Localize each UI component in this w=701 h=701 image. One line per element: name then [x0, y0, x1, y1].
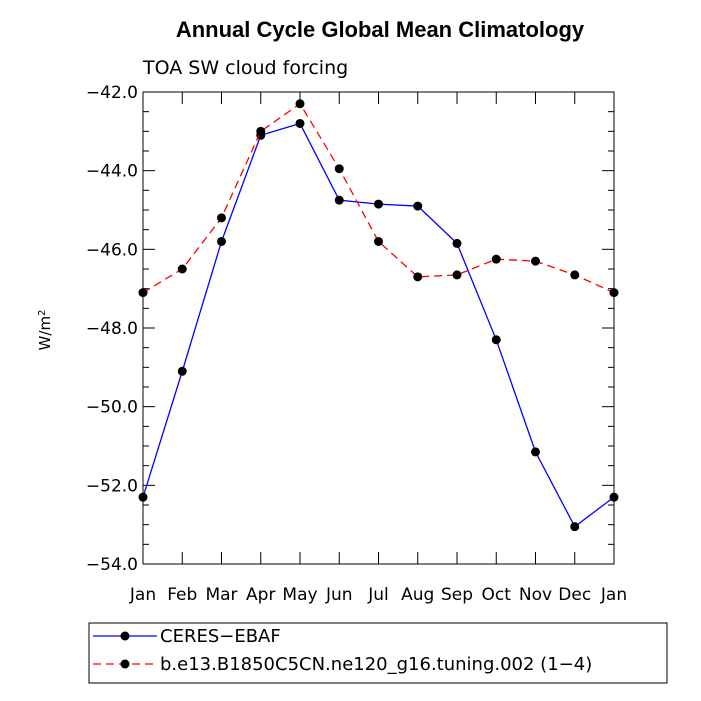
chart-subtitle: TOA SW cloud forcing	[142, 57, 348, 79]
x-tick-label: Jan	[129, 585, 156, 605]
series-1-point	[413, 272, 423, 282]
series-line-0	[142, 122, 615, 528]
x-tick-label: Aug	[401, 585, 434, 605]
series-1-point	[374, 236, 383, 246]
y-tick-label: −46.0	[86, 240, 138, 260]
series-0-point	[452, 238, 462, 248]
y-tick-label: −54.0	[86, 555, 138, 575]
series-1-point	[256, 126, 266, 136]
series-0-point	[217, 236, 226, 246]
x-tick-label: Jun	[325, 585, 353, 605]
series-1-point	[334, 164, 344, 174]
y-tick-label: −44.0	[86, 162, 138, 182]
x-tick-label: Mar	[205, 585, 237, 605]
axis-ticks: Jan Feb Mar Apr May Jun Jul Aug Sep Oct Nov Dec Jan −…	[86, 83, 627, 605]
series-0-point	[570, 522, 580, 532]
x-tick-label: Nov	[519, 585, 552, 605]
x-tick-label: May	[282, 585, 317, 605]
series-0-point	[295, 118, 305, 128]
legend-label-1: b.e13.B1850C5CN.ne120_g16.tuning.002 (1−…	[160, 654, 592, 675]
series-0-point	[491, 335, 501, 345]
series-1-point	[295, 99, 305, 109]
series-line-1	[142, 102, 615, 294]
series-0-point	[334, 195, 344, 205]
legend-marker-0	[120, 631, 130, 641]
series-0-point	[177, 366, 187, 376]
x-tick-label: Sep	[441, 585, 473, 605]
series-layer	[138, 99, 619, 532]
series-0-point	[374, 199, 383, 209]
series-1-point	[452, 270, 462, 280]
chart-title: Annual Cycle Global Mean Climatology	[176, 17, 585, 42]
series-0-point	[531, 447, 540, 457]
legend-box	[88, 622, 668, 684]
series-1-point	[491, 254, 501, 264]
x-tick-label: Oct	[482, 585, 512, 605]
series-1-point	[217, 213, 226, 223]
x-tick-label: Apr	[246, 585, 275, 605]
series-1-point	[570, 270, 580, 280]
series-1-point	[177, 264, 187, 274]
y-tick-label: −48.0	[86, 319, 138, 339]
series-0-point	[413, 201, 423, 211]
y-axis-label: W/m2	[36, 310, 54, 351]
x-tick-label: Dec	[558, 585, 591, 605]
y-tick-label: −52.0	[86, 476, 138, 496]
legend: CERES−EBAF b.e13.B1850C5CN.ne120_g16.tuni…	[88, 622, 668, 684]
x-tick-label: Jul	[367, 585, 389, 605]
legend-label-0: CERES−EBAF	[160, 626, 281, 647]
y-tick-label: −50.0	[86, 398, 138, 418]
x-tick-label: Feb	[167, 585, 197, 605]
x-tick-label: Jan	[600, 585, 627, 605]
series-1-point	[531, 256, 540, 266]
legend-marker-1	[120, 659, 130, 669]
y-tick-label: −42.0	[86, 83, 138, 103]
plot-frame	[142, 91, 615, 565]
